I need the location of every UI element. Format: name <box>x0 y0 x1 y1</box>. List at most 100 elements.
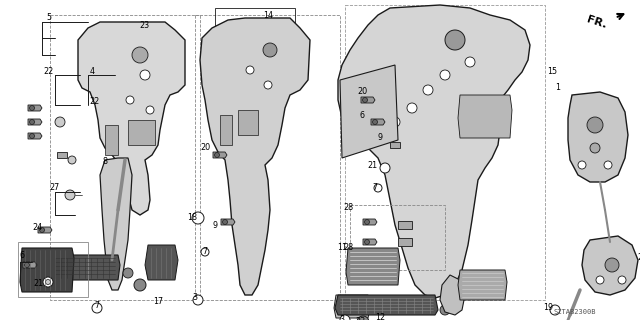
Circle shape <box>246 66 254 74</box>
Text: 28: 28 <box>343 204 353 212</box>
Circle shape <box>134 279 146 291</box>
Circle shape <box>578 161 586 169</box>
Polygon shape <box>398 221 412 229</box>
Circle shape <box>65 190 75 200</box>
Text: 9: 9 <box>212 220 218 229</box>
Text: 19: 19 <box>543 303 553 313</box>
Polygon shape <box>105 125 118 155</box>
Polygon shape <box>145 245 178 280</box>
Bar <box>195 15 340 300</box>
Circle shape <box>40 228 45 233</box>
Circle shape <box>365 220 369 225</box>
Text: 22: 22 <box>44 68 54 76</box>
Circle shape <box>465 57 475 67</box>
Circle shape <box>193 295 203 305</box>
Text: 24: 24 <box>32 223 42 233</box>
Circle shape <box>223 220 227 225</box>
Circle shape <box>550 305 560 315</box>
Bar <box>50 15 200 300</box>
Text: 11: 11 <box>337 244 347 252</box>
Polygon shape <box>334 295 370 318</box>
Text: 23: 23 <box>355 317 365 320</box>
Text: 27: 27 <box>50 183 60 193</box>
Circle shape <box>357 316 369 320</box>
Polygon shape <box>220 115 232 145</box>
Bar <box>350 205 445 270</box>
Circle shape <box>445 30 465 50</box>
Circle shape <box>264 81 272 89</box>
Polygon shape <box>390 142 400 148</box>
Polygon shape <box>78 22 185 215</box>
Bar <box>215 8 295 26</box>
Circle shape <box>407 103 417 113</box>
Text: 6: 6 <box>19 251 24 260</box>
Circle shape <box>440 70 450 80</box>
Circle shape <box>92 303 102 313</box>
Circle shape <box>214 153 220 157</box>
Polygon shape <box>28 105 42 111</box>
Polygon shape <box>458 95 512 138</box>
Circle shape <box>587 117 603 133</box>
Circle shape <box>372 119 378 124</box>
Polygon shape <box>363 219 377 225</box>
Circle shape <box>43 277 53 287</box>
Text: 15: 15 <box>547 68 557 76</box>
Text: 23: 23 <box>139 20 149 29</box>
Circle shape <box>618 276 626 284</box>
Circle shape <box>29 133 35 139</box>
Circle shape <box>45 279 51 284</box>
Polygon shape <box>346 248 400 285</box>
Circle shape <box>29 106 35 110</box>
Circle shape <box>590 143 600 153</box>
Polygon shape <box>582 236 638 295</box>
Text: 14: 14 <box>263 11 273 20</box>
Polygon shape <box>213 152 227 158</box>
Polygon shape <box>200 18 310 295</box>
Polygon shape <box>28 119 42 125</box>
Polygon shape <box>335 295 438 315</box>
Circle shape <box>604 161 612 169</box>
Polygon shape <box>238 110 258 135</box>
Circle shape <box>362 98 367 102</box>
Circle shape <box>29 119 35 124</box>
Polygon shape <box>221 219 235 225</box>
Polygon shape <box>340 65 398 158</box>
Polygon shape <box>363 239 377 245</box>
Text: SZTAB2300B: SZTAB2300B <box>554 309 596 315</box>
Circle shape <box>55 117 65 127</box>
Polygon shape <box>20 248 74 292</box>
Circle shape <box>140 70 150 80</box>
Circle shape <box>126 96 134 104</box>
Polygon shape <box>23 262 37 268</box>
Circle shape <box>263 43 277 57</box>
Circle shape <box>132 47 148 63</box>
Text: 20: 20 <box>200 143 210 153</box>
Text: 21: 21 <box>367 161 377 170</box>
Text: 7: 7 <box>202 247 207 257</box>
Circle shape <box>123 268 133 278</box>
Text: 21: 21 <box>33 278 43 287</box>
Bar <box>345 5 545 300</box>
Text: 2: 2 <box>637 253 640 262</box>
Circle shape <box>423 85 433 95</box>
Polygon shape <box>338 5 530 298</box>
Text: 28: 28 <box>343 244 353 252</box>
Text: 22: 22 <box>90 98 100 107</box>
Text: 7: 7 <box>95 301 100 310</box>
Circle shape <box>440 305 450 315</box>
Circle shape <box>605 258 619 272</box>
Polygon shape <box>361 97 375 103</box>
Text: FR.: FR. <box>586 14 608 30</box>
Text: 6: 6 <box>360 110 365 119</box>
Polygon shape <box>48 255 120 280</box>
Polygon shape <box>458 270 507 300</box>
Polygon shape <box>128 120 155 145</box>
Text: 4: 4 <box>90 68 95 76</box>
Text: 1: 1 <box>556 84 561 92</box>
Polygon shape <box>398 238 412 246</box>
Polygon shape <box>568 92 628 182</box>
Polygon shape <box>146 255 170 278</box>
Circle shape <box>380 163 390 173</box>
Polygon shape <box>38 227 52 233</box>
Circle shape <box>201 248 209 256</box>
